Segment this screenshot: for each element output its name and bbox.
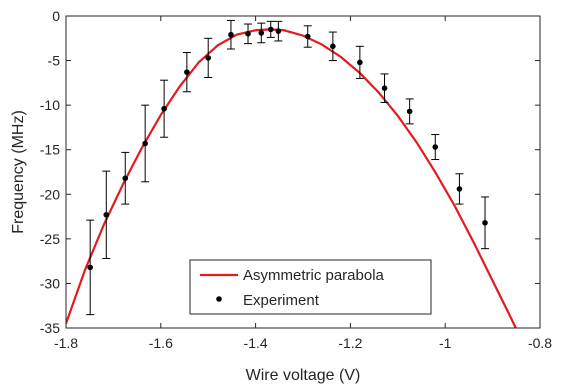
y-axis-ticks: -35 -30 -25 -20 -15 -10 -5 0	[40, 8, 540, 336]
data-point	[161, 105, 167, 112]
experiment-point	[481, 196, 490, 250]
data-point	[456, 186, 463, 192]
data-point	[330, 43, 336, 50]
experiment-point	[204, 37, 213, 79]
y-tick-label: -15	[40, 142, 60, 158]
experiment-point	[257, 22, 266, 44]
data-point	[103, 211, 110, 218]
experiment-point	[328, 31, 337, 62]
experiment-point	[455, 173, 464, 205]
experiment-point	[431, 134, 440, 161]
x-tick-label: -1	[439, 335, 452, 351]
data-point	[275, 28, 282, 34]
experiment-point	[244, 23, 253, 45]
experiment-point	[182, 52, 191, 93]
experiment-point	[274, 20, 283, 42]
x-axis-ticks: -1.8 -1.6 -1.4 -1.2 -1 -0.8	[54, 16, 552, 351]
series-layer	[66, 28, 517, 328]
experiment-point	[102, 170, 111, 259]
legend-label-asymmetric-parabola: Asymmetric parabola	[243, 267, 385, 284]
experiment-point	[303, 25, 312, 48]
experiment-point	[121, 151, 130, 205]
data-point	[432, 144, 439, 150]
y-axis-label: Frequency (MHz)	[10, 110, 27, 234]
data-point	[357, 59, 363, 66]
data-point	[381, 85, 388, 92]
experiment-point	[355, 45, 364, 79]
legend-marker-experiment	[216, 296, 222, 302]
data-point	[228, 31, 234, 38]
y-tick-label: -5	[48, 53, 61, 69]
y-tick-label: 0	[52, 8, 60, 24]
data-point	[267, 26, 274, 33]
data-point	[184, 69, 190, 75]
legend: Asymmetric parabola Experiment	[189, 259, 432, 315]
experiment-point	[380, 73, 389, 103]
experiment-point	[266, 20, 275, 38]
experiment-point	[160, 79, 169, 138]
data-point	[87, 264, 93, 271]
y-tick-label: -30	[40, 275, 60, 291]
data-point	[205, 55, 211, 61]
experiment-point	[405, 98, 414, 125]
series-line-asymmetric-parabola	[66, 28, 517, 328]
experiment-point	[141, 104, 150, 183]
x-tick-label: -1.2	[338, 335, 362, 351]
experiment-point	[86, 219, 95, 316]
y-tick-label: -35	[40, 320, 60, 336]
x-axis-label: Wire voltage (V)	[246, 367, 361, 384]
experiment-point	[226, 19, 235, 50]
x-tick-label: -1.8	[54, 335, 78, 351]
x-tick-label: -0.8	[528, 335, 552, 351]
experiment-points	[86, 19, 490, 316]
data-point	[258, 30, 265, 36]
plot-frame	[65, 15, 541, 329]
x-tick-label: -1.4	[244, 335, 268, 351]
y-tick-label: -20	[40, 186, 60, 202]
y-tick-label: -25	[40, 231, 60, 247]
legend-box	[189, 259, 432, 315]
legend-label-experiment: Experiment	[243, 292, 320, 309]
data-point	[406, 108, 413, 115]
y-tick-label: -10	[40, 97, 60, 113]
data-point	[122, 175, 129, 182]
data-point	[304, 33, 311, 40]
data-point	[482, 220, 488, 226]
data-point	[245, 31, 251, 37]
x-tick-label: -1.6	[149, 335, 173, 351]
data-point	[142, 140, 148, 147]
